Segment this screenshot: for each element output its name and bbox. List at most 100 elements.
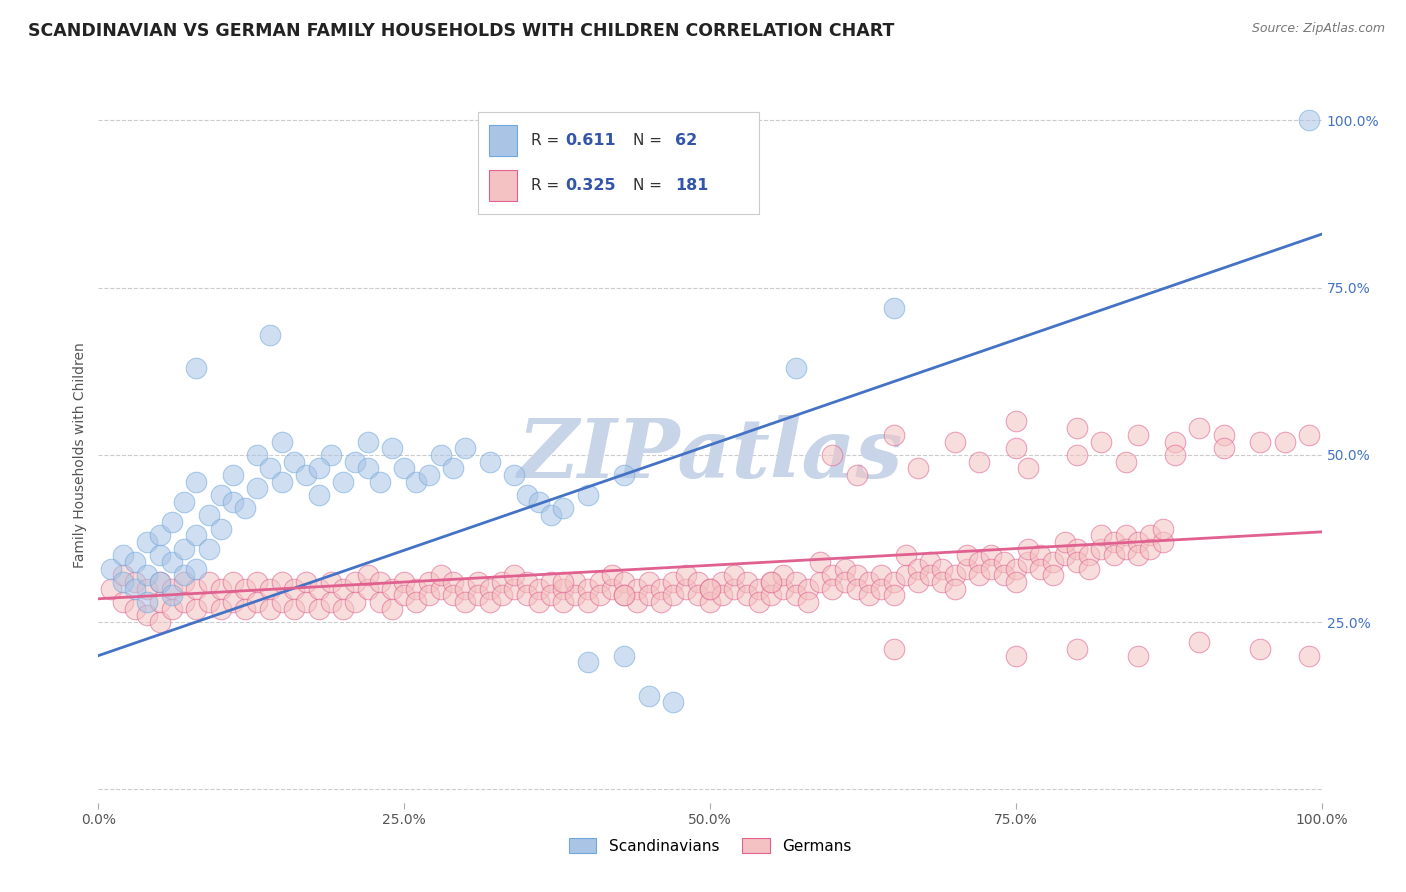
Germans	[503, 582, 526, 596]
Germans	[381, 582, 404, 596]
Germans	[491, 575, 513, 590]
Germans	[785, 589, 807, 603]
Germans	[797, 582, 820, 596]
Germans	[222, 595, 245, 609]
Germans	[1249, 642, 1271, 657]
Germans	[344, 575, 367, 590]
Germans	[259, 602, 281, 616]
Germans	[662, 575, 685, 590]
Germans	[1017, 555, 1039, 569]
Scandinavians	[124, 555, 146, 569]
Germans	[392, 589, 416, 603]
Germans	[1004, 414, 1026, 429]
Germans	[209, 602, 232, 616]
Germans	[613, 589, 636, 603]
Germans	[1139, 528, 1161, 542]
Germans	[283, 582, 305, 596]
Germans	[1042, 555, 1064, 569]
Germans	[675, 582, 697, 596]
Text: N =: N =	[633, 133, 666, 148]
Germans	[967, 555, 990, 569]
Germans	[111, 568, 134, 582]
Germans	[356, 568, 378, 582]
Germans	[160, 602, 183, 616]
Germans	[1139, 541, 1161, 556]
Text: 0.325: 0.325	[565, 178, 616, 193]
Scandinavians	[553, 501, 575, 516]
Scandinavians	[883, 301, 905, 315]
Germans	[1090, 528, 1112, 542]
Germans	[124, 575, 146, 590]
Germans	[858, 575, 880, 590]
Germans	[626, 595, 648, 609]
Germans	[478, 595, 501, 609]
Germans	[381, 602, 404, 616]
Germans	[124, 602, 146, 616]
Germans	[197, 595, 219, 609]
Germans	[283, 602, 305, 616]
Bar	[489, 170, 517, 201]
Germans	[197, 575, 219, 590]
Scandinavians	[160, 515, 183, 529]
Scandinavians	[149, 548, 172, 563]
Germans	[883, 575, 905, 590]
Germans	[1066, 541, 1088, 556]
Germans	[723, 568, 745, 582]
Text: 62: 62	[675, 133, 697, 148]
Germans	[662, 589, 685, 603]
Germans	[834, 562, 856, 576]
Germans	[540, 575, 562, 590]
Scandinavians	[418, 468, 440, 483]
Germans	[491, 589, 513, 603]
Germans	[1078, 562, 1101, 576]
Bar	[489, 125, 517, 155]
Germans	[638, 589, 661, 603]
Germans	[149, 575, 172, 590]
Germans	[295, 575, 318, 590]
Germans	[368, 575, 391, 590]
Scandinavians	[295, 468, 318, 483]
Germans	[772, 582, 794, 596]
Scandinavians	[124, 582, 146, 596]
Germans	[686, 575, 709, 590]
Germans	[454, 582, 477, 596]
Scandinavians	[332, 475, 354, 489]
Germans	[246, 575, 269, 590]
Scandinavians	[100, 562, 122, 576]
Germans	[894, 548, 917, 563]
Germans	[418, 575, 440, 590]
Scandinavians	[503, 468, 526, 483]
Germans	[100, 582, 122, 596]
Germans	[883, 589, 905, 603]
Scandinavians	[1298, 113, 1320, 128]
Scandinavians	[638, 689, 661, 703]
Germans	[761, 589, 783, 603]
Germans	[761, 575, 783, 590]
Germans	[111, 595, 134, 609]
Germans	[515, 575, 537, 590]
Scandinavians	[209, 521, 232, 535]
Scandinavians	[160, 589, 183, 603]
Germans	[613, 575, 636, 590]
Germans	[1090, 434, 1112, 449]
Germans	[638, 575, 661, 590]
Germans	[1004, 575, 1026, 590]
Germans	[344, 595, 367, 609]
Germans	[956, 548, 979, 563]
Germans	[943, 568, 966, 582]
Germans	[1164, 434, 1187, 449]
Scandinavians	[222, 468, 245, 483]
Germans	[675, 568, 697, 582]
Scandinavians	[540, 508, 562, 523]
Germans	[233, 582, 256, 596]
Germans	[1078, 548, 1101, 563]
Germans	[883, 642, 905, 657]
Scandinavians	[576, 655, 599, 669]
Germans	[907, 575, 929, 590]
Germans	[883, 428, 905, 442]
Germans	[980, 548, 1002, 563]
Germans	[136, 608, 159, 623]
Germans	[1188, 421, 1211, 435]
Text: 0.611: 0.611	[565, 133, 616, 148]
Germans	[441, 575, 464, 590]
